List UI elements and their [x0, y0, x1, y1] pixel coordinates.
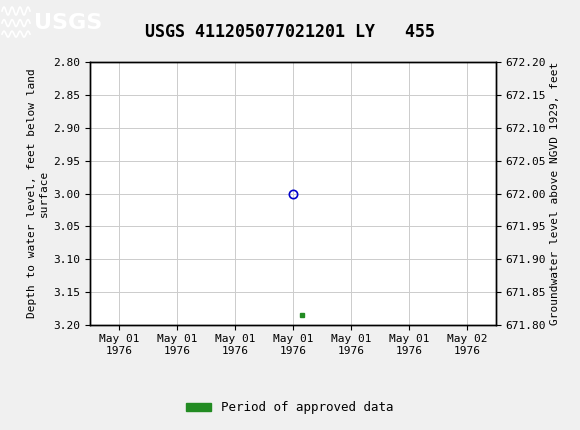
Legend: Period of approved data: Period of approved data [181, 396, 399, 419]
Text: USGS 411205077021201 LY   455: USGS 411205077021201 LY 455 [145, 23, 435, 41]
Y-axis label: Groundwater level above NGVD 1929, feet: Groundwater level above NGVD 1929, feet [550, 62, 560, 325]
Y-axis label: Depth to water level, feet below land
surface: Depth to water level, feet below land su… [27, 69, 49, 318]
Text: USGS: USGS [34, 13, 102, 33]
